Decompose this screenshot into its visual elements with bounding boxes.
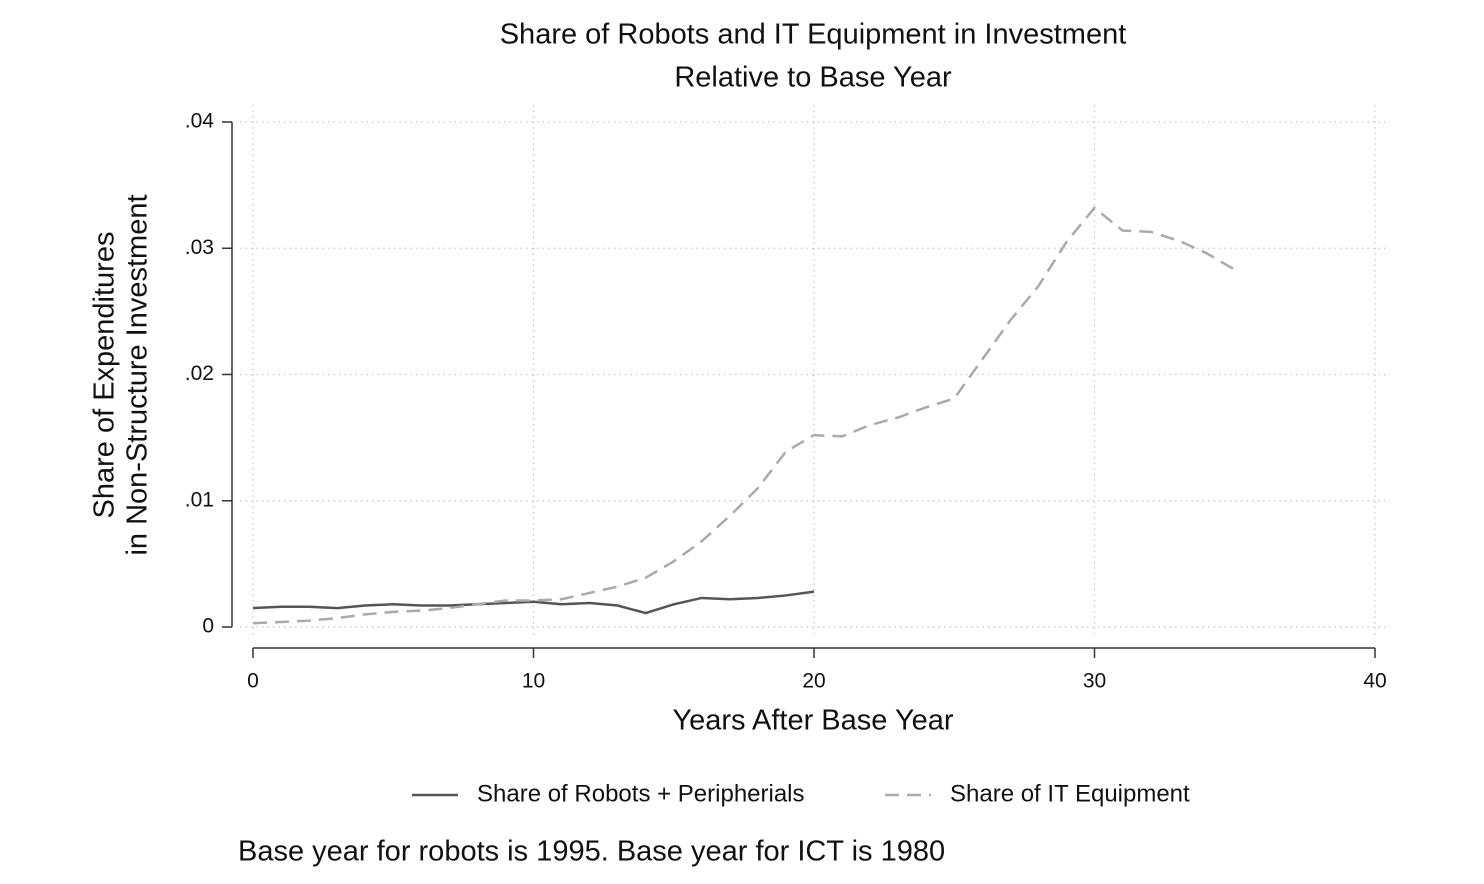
- series-line: [252, 206, 1236, 625]
- legend-label: Share of IT Equipment: [950, 780, 1190, 807]
- x-tick-label: 40: [1363, 670, 1386, 693]
- y-axis-label: in Non-Structure Investment: [122, 194, 154, 555]
- chart-title: Share of Robots and IT Equipment in Inve…: [500, 19, 1127, 51]
- y-tick-label: 0: [202, 615, 214, 638]
- x-tick-label: 0: [247, 670, 259, 693]
- x-tick-label: 20: [802, 670, 825, 693]
- y-axis-label: Share of Expenditures: [89, 232, 121, 519]
- chart-title: Relative to Base Year: [674, 62, 952, 94]
- y-tick-label: .03: [185, 236, 214, 259]
- y-tick-label: .01: [185, 488, 214, 511]
- x-axis-label: Years After Base Year: [672, 705, 953, 737]
- y-tick-label: .02: [185, 362, 214, 385]
- series-line: [252, 590, 815, 615]
- y-tick-label: .04: [185, 110, 215, 133]
- x-tick-label: 10: [522, 670, 545, 693]
- legend-label: Share of Robots + Peripherials: [477, 780, 805, 807]
- note: Base year for robots is 1995. Base year …: [238, 836, 945, 868]
- x-tick-label: 30: [1083, 670, 1106, 693]
